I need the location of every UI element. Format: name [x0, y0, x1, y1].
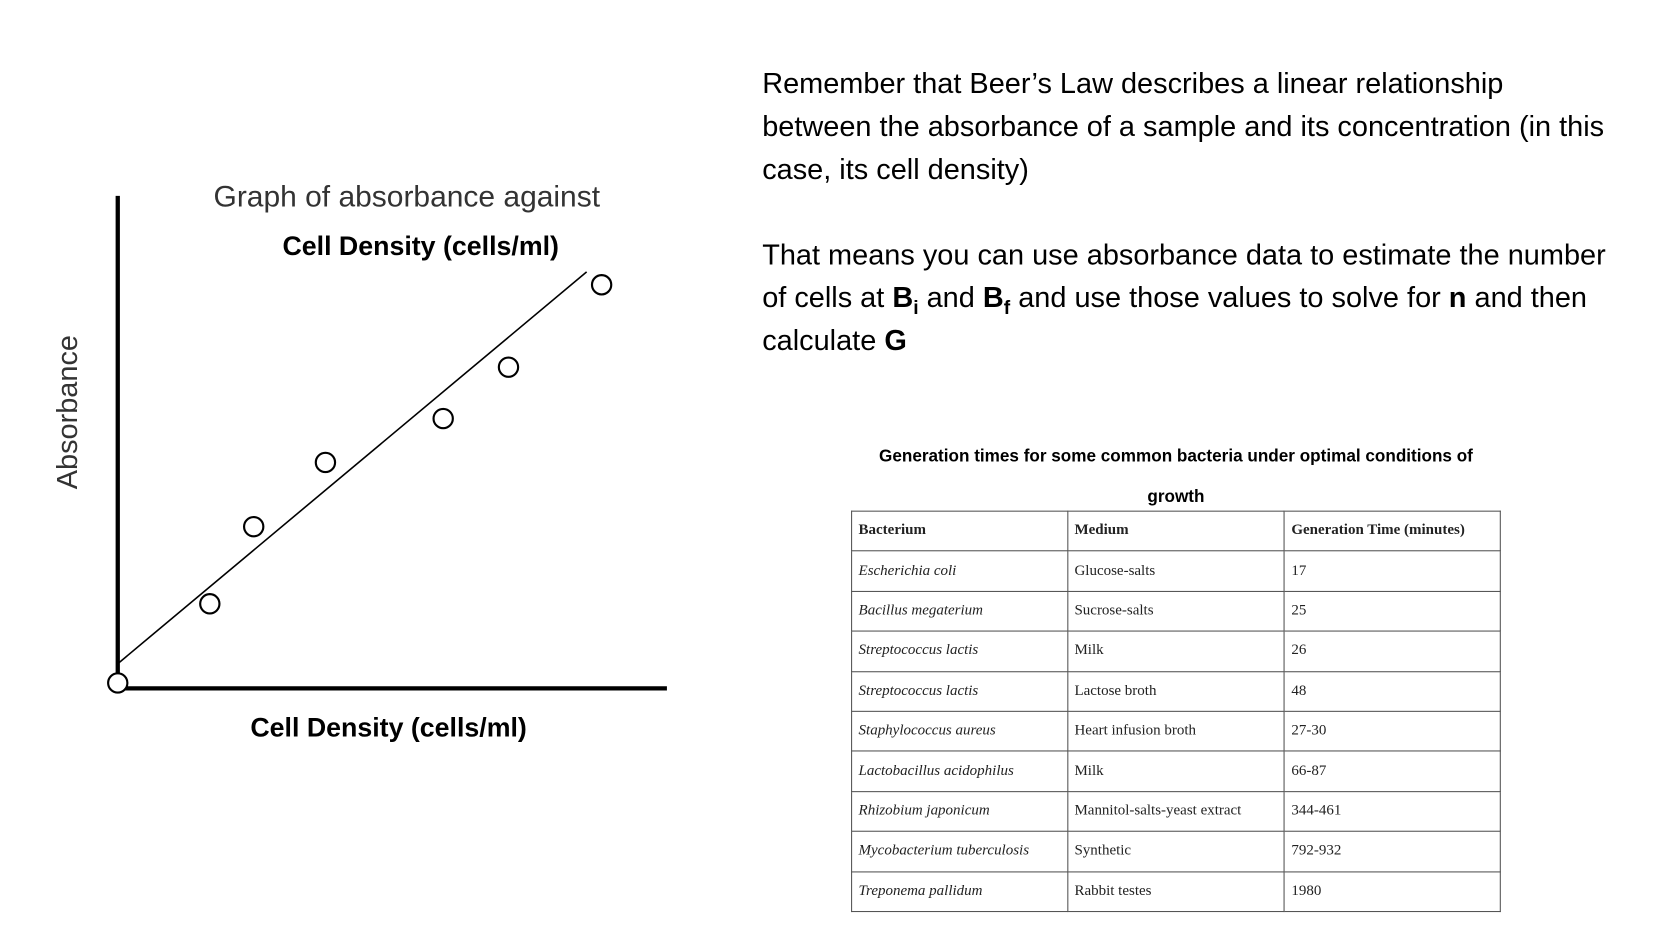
table-row: Lactobacillus acidophilus Milk 66-87	[851, 750, 1501, 792]
graph: Graph of absorbance against Cell Density…	[52, 181, 667, 743]
table-cell: Heart infusion broth	[1066, 710, 1285, 752]
table-cell: Milk	[1066, 630, 1285, 672]
point	[243, 515, 265, 538]
symbol: n	[1448, 281, 1467, 314]
header-cell: Medium	[1066, 510, 1285, 552]
table-cell: Milk	[1066, 750, 1285, 792]
trend-line	[117, 271, 588, 665]
table-cell: 1980	[1283, 870, 1501, 912]
table-cell: Rhizobium japonicum	[851, 790, 1069, 832]
table-cell: 27-30	[1283, 710, 1501, 752]
header-row: Bacterium Medium Generation Time (minutes)	[851, 510, 1501, 552]
table-cell: Lactobacillus acidophilus	[851, 750, 1069, 792]
text: and use those values to solve for	[1010, 281, 1449, 314]
table-row: Staphylococcus aureus Heart infusion brot…	[851, 710, 1501, 752]
table: Bacterium Medium Generation Time (minutes)…	[851, 510, 1501, 912]
paragraph: Remember that Beer’s Law describes a lin…	[762, 62, 1618, 190]
point	[314, 451, 337, 474]
table-cell: Staphylococcus aureus	[851, 710, 1069, 752]
table-title: Generation times for some common bacteri…	[879, 447, 1473, 507]
table-row: Streptococcus lactis Milk 26	[851, 630, 1501, 672]
x-axis-label: Cell Density (cells/ml)	[250, 713, 527, 743]
table-cell: Glucose-salts	[1066, 550, 1285, 592]
table-cell: 792-932	[1283, 830, 1501, 872]
subscript: i	[913, 296, 919, 319]
points	[107, 274, 613, 694]
subscript: f	[1003, 296, 1011, 319]
table-cell: Mycobacterium tuberculosis	[851, 830, 1069, 872]
table-cell: Lactose broth	[1066, 670, 1285, 712]
text: and	[918, 281, 983, 314]
table-cell: Rabbit testes	[1066, 870, 1285, 912]
table-cell: 25	[1283, 590, 1501, 632]
point	[107, 672, 129, 694]
text: Remember that Beer’s Law describes a lin…	[762, 67, 1605, 186]
table-cell: Streptococcus lactis	[851, 670, 1069, 712]
table-cell: 17	[1283, 550, 1501, 592]
table-cell: Sucrose-salts	[1066, 590, 1285, 632]
table-row: Escherichia coli Glucose-salts 17	[851, 550, 1501, 592]
point	[590, 274, 613, 296]
table-cell: Treponema pallidum	[851, 870, 1069, 912]
symbol: G	[884, 324, 907, 357]
table-row: Bacillus megaterium Sucrose-salts 25	[851, 590, 1501, 632]
header-cell: Generation Time (minutes)	[1283, 510, 1501, 552]
graph-title: Graph of absorbance against	[214, 181, 601, 214]
symbol: B	[982, 281, 1004, 314]
table-cell: Mannitol-salts-yeast extract	[1066, 790, 1285, 832]
y-axis-label: Absorbance	[52, 335, 84, 489]
paragraph: That means you can use absorbance data t…	[762, 233, 1618, 361]
table-cell: 48	[1283, 670, 1501, 712]
point	[199, 593, 221, 615]
table-row: Treponema pallidum Rabbit testes 1980	[851, 870, 1501, 912]
table-row: Streptococcus lactis Lactose broth 48	[851, 670, 1501, 712]
table-cell: Bacillus megaterium	[851, 590, 1069, 632]
table-cell: 344-461	[1283, 790, 1501, 832]
table-cell: 66-87	[1283, 750, 1501, 792]
table-cell: 26	[1283, 630, 1501, 672]
graph-subtitle: Cell Density (cells/ml)	[282, 231, 559, 261]
point	[432, 407, 454, 430]
table-cell: Synthetic	[1066, 830, 1285, 872]
point	[497, 356, 520, 378]
text: and then calculate	[762, 281, 1588, 357]
header-cell: Bacterium	[851, 510, 1069, 552]
table-cell: Escherichia coli	[851, 550, 1069, 592]
table-row: Rhizobium japonicum Mannitol-salts-yeast …	[851, 790, 1501, 832]
text: That means you can use absorbance data t…	[762, 238, 1606, 314]
table-cell: Streptococcus lactis	[851, 630, 1069, 672]
table-row: Mycobacterium tuberculosis Synthetic 792-9…	[851, 830, 1501, 872]
symbol: B	[892, 281, 914, 314]
